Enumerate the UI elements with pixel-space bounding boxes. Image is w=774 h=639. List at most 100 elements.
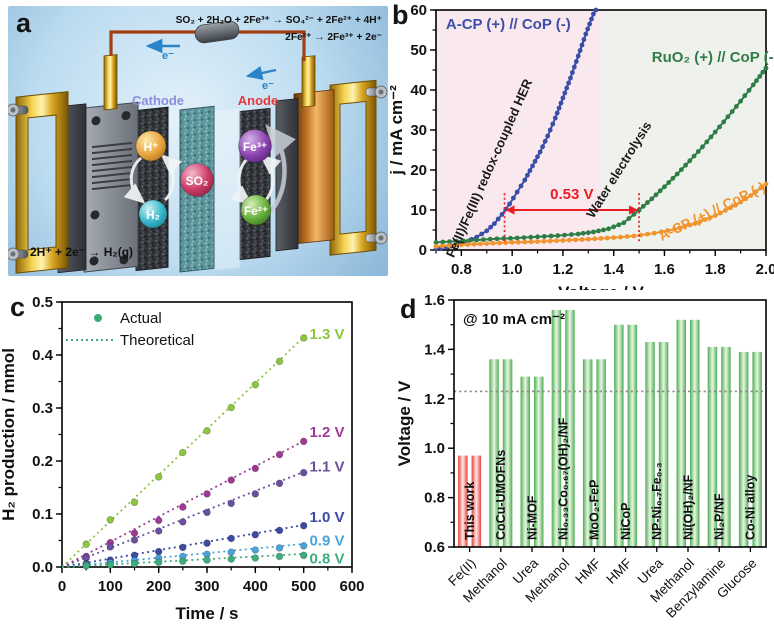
bar-label: Co-Ni alloy	[744, 475, 758, 540]
data-point	[672, 226, 677, 232]
data-point	[583, 31, 589, 37]
data-point	[682, 224, 688, 229]
data-point	[514, 189, 520, 195]
data-point	[540, 144, 545, 150]
data-point	[651, 230, 657, 236]
bar	[614, 324, 624, 547]
redox-cycle-arrow	[265, 124, 296, 213]
data-point	[700, 144, 705, 150]
data-point	[154, 473, 163, 481]
data-point	[516, 239, 521, 245]
bolt	[6, 247, 29, 261]
data-point	[542, 138, 548, 144]
data-point	[299, 542, 308, 550]
data-point	[509, 240, 515, 245]
data-point	[621, 220, 627, 226]
data-point	[591, 11, 596, 17]
polarization-chart: 0.8 1.0 1.2 1.4 1.6 1.8 2.00102030405060Voltag…	[388, 0, 774, 316]
data-point	[579, 42, 585, 48]
data-point	[695, 149, 701, 154]
data-point	[757, 74, 763, 79]
x-tick-label: 200	[146, 578, 171, 595]
data-point	[712, 213, 718, 219]
data-point	[503, 240, 509, 246]
data-point	[511, 195, 516, 201]
data-point	[552, 115, 558, 121]
data-point	[712, 129, 718, 135]
data-point	[753, 189, 759, 195]
data-point	[624, 234, 630, 239]
data-point	[203, 427, 211, 435]
data-point	[227, 403, 236, 412]
data-point	[717, 210, 723, 216]
data-point	[562, 232, 567, 238]
data-point	[179, 518, 187, 526]
data-point	[479, 231, 485, 237]
data-point	[738, 98, 743, 104]
data-point	[541, 238, 547, 244]
data-point	[130, 536, 139, 544]
data-point	[492, 221, 497, 227]
data-point	[106, 543, 115, 551]
data-point	[702, 217, 708, 223]
data-point	[645, 200, 650, 205]
y-tick-label: 0.5	[32, 294, 53, 311]
bar-label: Ni₂P/NF	[713, 493, 727, 540]
data-point	[611, 224, 617, 230]
data-point	[227, 499, 236, 508]
anode-terminal-tab	[301, 55, 316, 108]
y-tick-label: 1.6	[424, 292, 445, 309]
data-point	[657, 188, 663, 194]
data-point	[604, 235, 610, 241]
series-label: 1.0 V	[309, 509, 344, 526]
bar	[721, 346, 731, 547]
x-tick-label: 400	[243, 578, 268, 595]
data-point	[556, 105, 562, 111]
data-point	[626, 216, 632, 221]
hydrogen-sphere: H₂	[138, 199, 168, 229]
data-point	[743, 196, 749, 202]
data-point	[616, 222, 622, 228]
arrowhead	[505, 205, 515, 215]
data-point	[581, 37, 587, 42]
data-point	[585, 26, 591, 32]
series-label: 1.2 V	[309, 424, 344, 441]
data-point	[568, 75, 573, 81]
legend-label: Theoretical	[120, 332, 194, 349]
data-point	[227, 548, 236, 557]
data-point	[611, 235, 617, 241]
data-point	[598, 236, 604, 241]
data-point	[750, 82, 756, 88]
data-point	[251, 554, 260, 562]
data-point	[666, 180, 672, 185]
bar	[551, 309, 562, 547]
data-point	[560, 95, 566, 101]
y-tick-label: 0.1	[32, 506, 53, 523]
data-point	[275, 450, 284, 459]
legend-dot-marker	[94, 314, 102, 322]
curve-annotation: A-CP (+) // CoP (-)	[446, 16, 571, 33]
data-point	[275, 357, 284, 366]
y-tick-label: 60	[410, 2, 427, 19]
copper-current-collector	[293, 89, 335, 245]
data-point	[728, 205, 733, 211]
data-point	[558, 100, 564, 106]
species: H⁺ H₂ SO₂ Fe³⁺ Fe²⁺	[135, 129, 272, 229]
data-point	[729, 109, 735, 114]
data-point	[587, 21, 592, 27]
ferrous-ion-sphere: Fe²⁺	[240, 194, 272, 226]
data-point	[550, 121, 556, 127]
y-tick-label: 0	[419, 242, 427, 259]
data-point	[203, 508, 211, 517]
data-point	[555, 233, 561, 239]
bar	[752, 351, 762, 547]
y-tick-label: 1.0	[424, 440, 445, 457]
data-point	[154, 558, 163, 567]
data-point	[227, 534, 236, 543]
x-tick-label: 0	[58, 578, 66, 595]
bar-label: Ni-MOF	[525, 495, 539, 540]
category-label: HMF	[603, 556, 634, 587]
data-point	[179, 557, 187, 566]
bar	[690, 319, 700, 547]
